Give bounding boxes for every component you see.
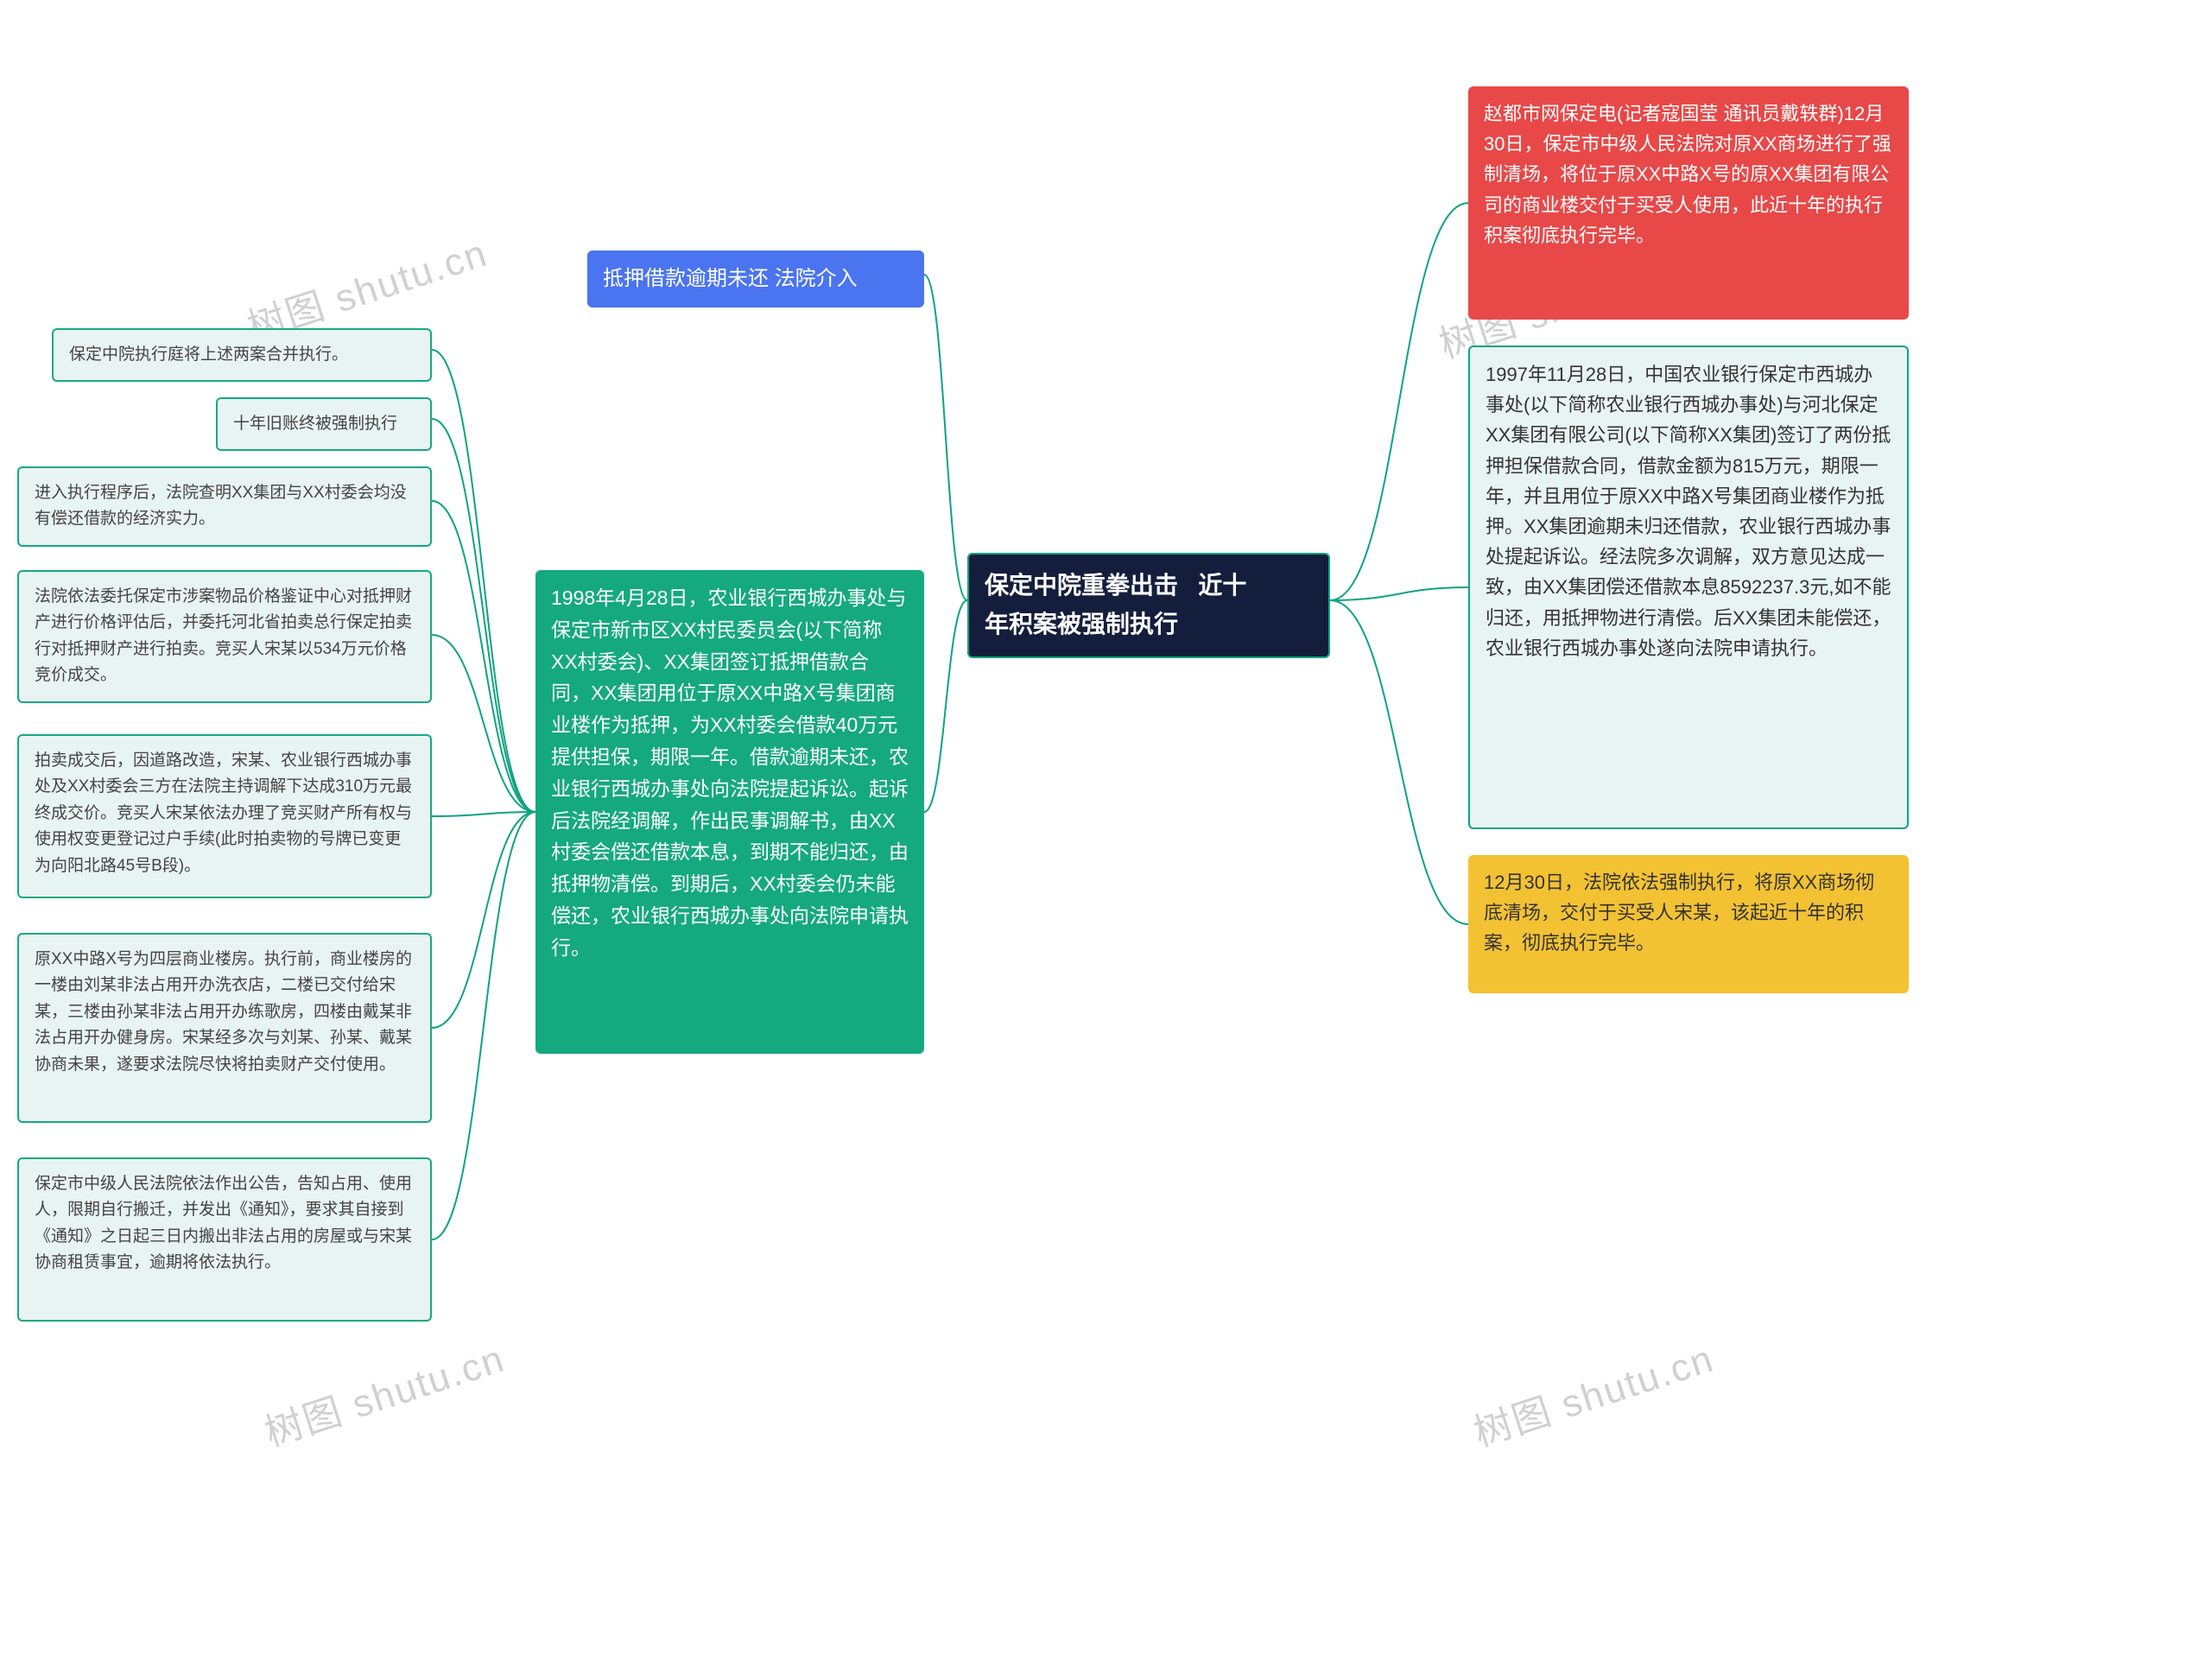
l7: 保定市中级人民法院依法作出公告，告知占用、使用人，限期自行搬迁，并发出《通知》，…	[17, 1157, 432, 1322]
b1: 抵押借款逾期未还 法院介入	[587, 250, 924, 307]
r2: 1997年11月28日，中国农业银行保定市西城办事处(以下简称农业银行西城办事处…	[1468, 346, 1909, 829]
l3: 进入执行程序后，法院查明XX集团与XX村委会均没有偿还借款的经济实力。	[17, 466, 432, 547]
b2: 1998年4月28日，农业银行西城办事处与保定市新市区XX村民委员会(以下简称X…	[535, 570, 924, 1054]
r3: 12月30日，法院依法强制执行，将原XX商场彻底清场，交付于买受人宋某，该起近十…	[1468, 855, 1909, 993]
watermark: 树图 shutu.cn	[257, 1328, 510, 1457]
l1: 保定中院执行庭将上述两案合并执行。	[52, 328, 432, 382]
l5: 拍卖成交后，因道路改造，宋某、农业银行西城办事处及XX村委会三方在法院主持调解下…	[17, 734, 432, 898]
l2: 十年旧账终被强制执行	[216, 397, 432, 451]
watermark: 树图 shutu.cn	[1466, 1328, 1720, 1457]
l6: 原XX中路X号为四层商业楼房。执行前，商业楼房的一楼由刘某非法占用开办洗衣店，二…	[17, 933, 432, 1123]
root: 保定中院重拳出击 近十 年积案被强制执行	[967, 553, 1330, 658]
l4: 法院依法委托保定市涉案物品价格鉴证中心对抵押财产进行价格评估后，并委托河北省拍卖…	[17, 570, 432, 703]
r1: 赵都市网保定电(记者寇国莹 通讯员戴轶群)12月30日，保定市中级人民法院对原X…	[1468, 86, 1909, 320]
